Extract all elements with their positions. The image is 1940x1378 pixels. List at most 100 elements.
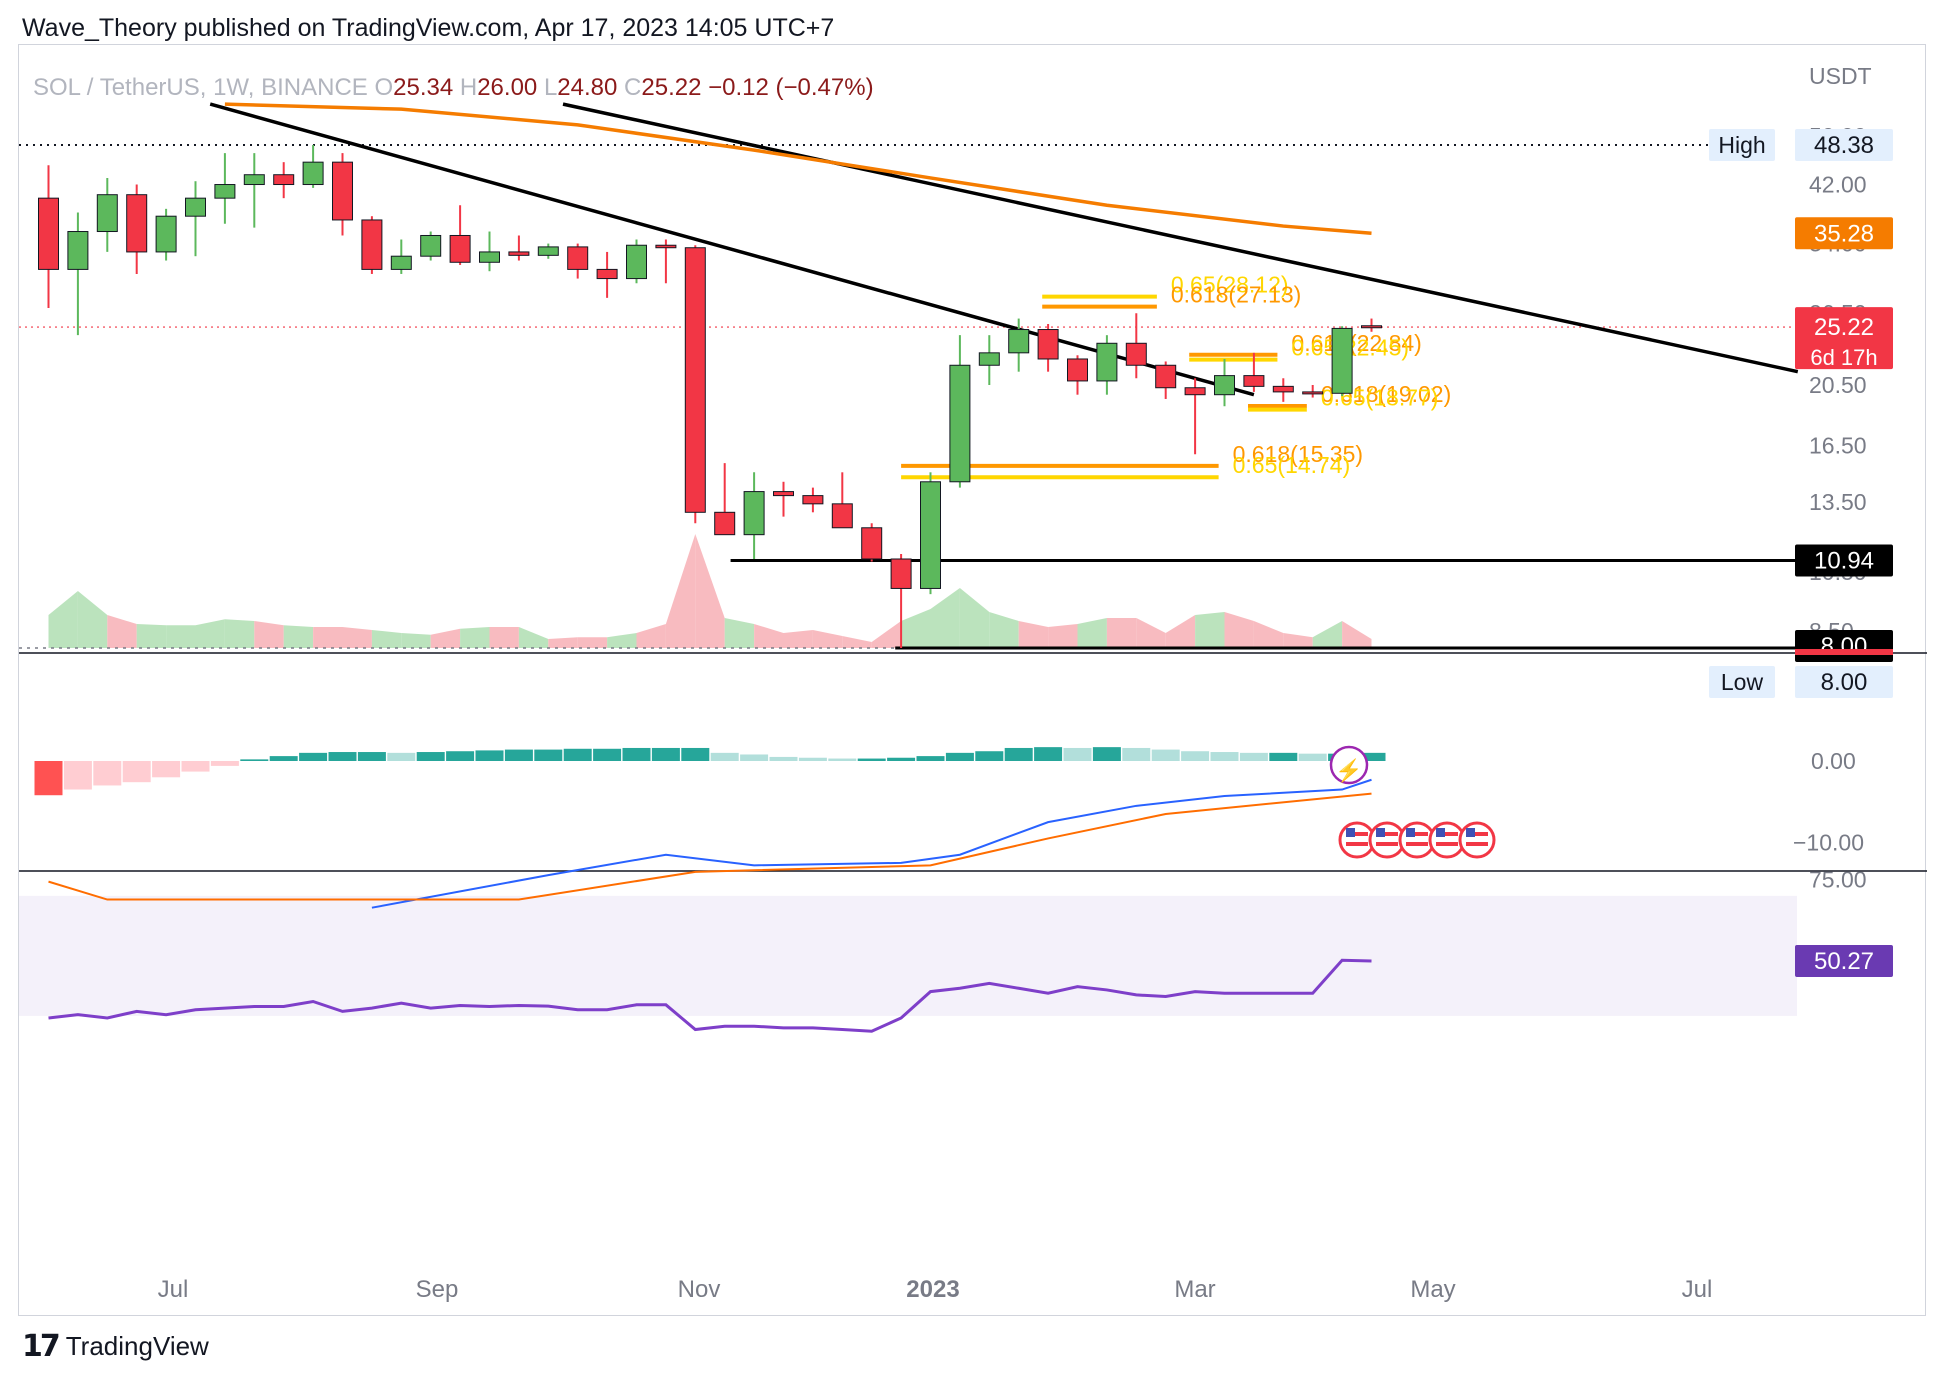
- time-axis-tick: Nov: [678, 1276, 721, 1303]
- candle-body: [1243, 375, 1265, 387]
- legend-part: −0.12 (−0.47%): [708, 74, 873, 101]
- tradingview-footer-text: TradingView: [65, 1330, 209, 1361]
- macd-histogram-bar: [740, 754, 769, 761]
- macd-histogram-bar: [887, 757, 916, 761]
- macd-histogram-bar: [593, 748, 622, 761]
- candle-body: [1067, 358, 1088, 382]
- macd-histogram-bar: [93, 761, 122, 786]
- volume-area: [842, 636, 872, 648]
- high-value-label-bg: [1795, 129, 1893, 161]
- low-badge-label: Low: [1721, 669, 1764, 695]
- macd-histogram-bar: [240, 759, 269, 761]
- volume-area: [166, 625, 196, 648]
- candle-body: [1155, 364, 1177, 389]
- macd-histogram-bar: [122, 761, 151, 783]
- macd-histogram-bar: [357, 752, 386, 761]
- candle-body: [185, 197, 206, 217]
- level-10-94-label-bg: [1795, 544, 1893, 577]
- macd-histogram-bar: [475, 750, 504, 761]
- chart-canvas[interactable]: 0.65(28.12)0.618(27.13) 0.618(22.84) 0.65(…: [19, 45, 1927, 1317]
- fib-level-label: 0.618(22.84): [1291, 330, 1421, 356]
- us-flag-stripe: [1466, 832, 1488, 836]
- high-badge-label: High: [1718, 132, 1765, 158]
- volume-area: [871, 621, 902, 648]
- us-flag-canton: [1466, 828, 1475, 837]
- chart-frame[interactable]: 0.65(28.12)0.618(27.13) 0.618(22.84) 0.65(…: [18, 44, 1927, 1317]
- fib-level-label: 0.65(28.12): [1171, 272, 1289, 298]
- volume-area: [254, 621, 284, 648]
- candle-body: [1184, 387, 1206, 396]
- high-value-label: 48.38: [1814, 132, 1874, 159]
- volume-area: [1253, 621, 1284, 648]
- macd-histogram-bar: [1269, 752, 1298, 761]
- volume-area: [812, 630, 843, 648]
- volume-area: [401, 633, 431, 648]
- volume-area: [754, 624, 784, 648]
- candle-countdown-label: 6d 17h: [1810, 345, 1877, 370]
- candle-body: [1125, 342, 1147, 366]
- rsi-value-label: 50.27: [1814, 948, 1874, 975]
- candle-body: [978, 352, 1000, 366]
- candle-body: [714, 511, 736, 536]
- low-value-label-bg: [1795, 666, 1893, 698]
- candle-body: [861, 527, 883, 560]
- macd-histogram-bar: [563, 748, 592, 761]
- volume-area: [430, 628, 461, 648]
- macd-histogram-bar: [152, 761, 181, 778]
- candle-body: [537, 246, 559, 256]
- volume-area: [48, 591, 78, 648]
- volume-area: [107, 615, 137, 648]
- candle-body: [1096, 342, 1118, 382]
- high-badge-bg: [1709, 129, 1775, 161]
- macd-histogram-bar: [504, 749, 533, 761]
- candle-body: [1037, 329, 1059, 360]
- volume-area: [989, 612, 1019, 648]
- volume-area: [1312, 621, 1343, 648]
- macd-histogram-bar: [1034, 747, 1063, 761]
- macd-histogram-bar: [681, 747, 710, 761]
- us-flag-stripe: [1436, 842, 1458, 846]
- macd-histogram-bar: [446, 751, 475, 761]
- tradingview-logo-icon: 17: [22, 1328, 61, 1364]
- low-value-label: 8.00: [1821, 669, 1868, 696]
- candle-body: [1214, 375, 1235, 396]
- ema-price-label: 35.28: [1814, 220, 1874, 247]
- time-axis-tick: Jul: [1682, 1276, 1713, 1303]
- time-axis-tick: Jul: [158, 1276, 189, 1303]
- candle-body: [626, 244, 647, 280]
- rsi-axis-tick: 75.00: [1809, 866, 1867, 892]
- candle-body: [1331, 327, 1353, 394]
- macd-histogram-bar: [1210, 752, 1239, 761]
- rsi-value-label-bg: [1795, 945, 1893, 977]
- macd-histogram-bar: [857, 758, 886, 761]
- candle-body: [390, 255, 412, 270]
- rsi-line: [48, 958, 1372, 1033]
- legend-part: C: [624, 74, 641, 101]
- macd-histogram-bar: [1239, 752, 1268, 761]
- candle-body: [684, 247, 706, 513]
- tradingview-footer[interactable]: 17 TradingView: [22, 1328, 209, 1364]
- legend-part: 26.00: [477, 74, 544, 101]
- candle-body: [1361, 325, 1382, 329]
- candle-body: [743, 491, 765, 536]
- volume-area: [783, 630, 813, 648]
- volume-area: [489, 627, 519, 648]
- price-axis-tick: 42.00: [1809, 172, 1867, 198]
- us-flag-canton: [1376, 828, 1385, 837]
- time-axis-tick: 2023: [906, 1276, 959, 1303]
- legend-part: L: [544, 74, 557, 101]
- volume-area: [548, 637, 578, 648]
- candle-body: [655, 244, 677, 249]
- macd-histogram-bar: [1063, 747, 1092, 761]
- legend-part: 25.34: [393, 74, 460, 101]
- us-flag-stripe: [1376, 832, 1398, 836]
- price-axis-tick: 16.50: [1809, 433, 1867, 459]
- us-flag-stripe: [1346, 842, 1368, 846]
- macd-axis-tick: 0.00: [1811, 748, 1856, 774]
- volume-area: [724, 618, 755, 648]
- macd-histogram-bar: [1004, 747, 1033, 761]
- candle-body: [567, 246, 589, 270]
- candle-body: [890, 558, 912, 589]
- macd-histogram-bar: [1181, 751, 1210, 761]
- macd-histogram-bar: [1357, 752, 1386, 761]
